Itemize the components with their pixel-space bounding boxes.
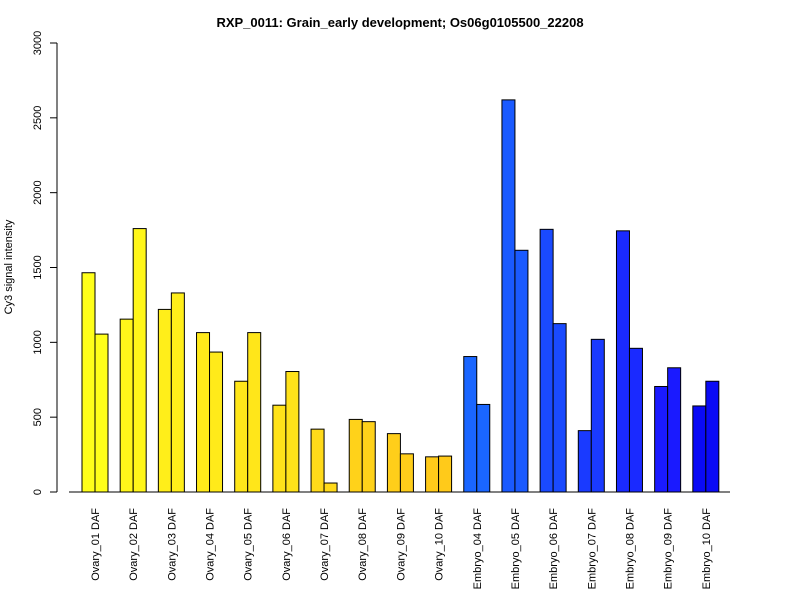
bar-1-ovary-06-daf — [272, 404, 287, 493]
x-tick-label: Embryo_04 DAF — [472, 508, 484, 590]
x-tick-label: Ovary_02 DAF — [128, 508, 140, 581]
x-tick-label: Ovary_09 DAF — [395, 508, 407, 581]
bar-2-embryo-06-daf — [552, 323, 567, 493]
x-tick-label: Embryo_08 DAF — [624, 508, 636, 590]
y-tick-label: 500 — [32, 408, 44, 426]
bar-2-embryo-04-daf — [476, 403, 491, 493]
bar-1-ovary-05-daf — [234, 380, 249, 493]
x-tick-label: Ovary_10 DAF — [434, 508, 446, 581]
x-tick-label: Ovary_01 DAF — [90, 508, 102, 581]
bar-1-ovary-10-daf — [425, 456, 440, 493]
x-tick-label: Ovary_04 DAF — [205, 508, 217, 581]
bar-2-embryo-08-daf — [628, 347, 643, 493]
bar-2-ovary-03-daf — [170, 292, 185, 493]
y-tick-label: 2000 — [32, 180, 44, 204]
x-tick-label: Ovary_08 DAF — [357, 508, 369, 581]
bar-2-ovary-06-daf — [285, 371, 300, 493]
bar-2-ovary-02-daf — [132, 228, 147, 493]
bar-1-ovary-04-daf — [196, 332, 211, 493]
category-labels: Ovary_01 DAF Ovary_02 DAF Ovary_03 DAF Ovar… — [90, 508, 713, 590]
bar-1-ovary-02-daf — [119, 318, 134, 493]
bar-2-embryo-05-daf — [514, 249, 529, 493]
bar-1-ovary-03-daf — [157, 308, 172, 493]
bar-2-ovary-05-daf — [247, 332, 262, 493]
y-tick-label: 0 — [32, 489, 44, 495]
y-tick-label: 3000 — [32, 31, 44, 55]
x-tick-label: Ovary_05 DAF — [243, 508, 255, 581]
bar-1-embryo-06-daf — [539, 228, 554, 493]
x-tick-label: Ovary_03 DAF — [166, 508, 178, 581]
bar-1-embryo-07-daf — [577, 430, 592, 493]
x-tick-label: Embryo_10 DAF — [701, 508, 713, 590]
bar-2-embryo-10-daf — [705, 380, 720, 493]
x-tick-label: Embryo_06 DAF — [548, 508, 560, 590]
x-tick-label: Embryo_05 DAF — [510, 508, 522, 590]
bar-2-ovary-10-daf — [438, 455, 453, 493]
y-axis-label: Cy3 signal intensity — [3, 219, 15, 314]
bar-2-embryo-07-daf — [590, 338, 605, 493]
bar-2-ovary-04-daf — [209, 351, 224, 493]
bar-1-ovary-08-daf — [348, 418, 363, 493]
bar-2-ovary-08-daf — [361, 421, 376, 493]
chart-title: RXP_0011: Grain_early development; Os06g… — [216, 15, 583, 30]
y-tick-label: 1500 — [32, 255, 44, 279]
bar-2-ovary-01-daf — [94, 333, 109, 493]
bar-1-embryo-08-daf — [615, 230, 630, 493]
x-tick-label: Ovary_06 DAF — [281, 508, 293, 581]
bar-1-embryo-10-daf — [692, 405, 707, 493]
bar-1-embryo-05-daf — [501, 99, 516, 493]
bar-2-ovary-07-daf — [323, 482, 338, 493]
bar-2-embryo-09-daf — [667, 367, 682, 493]
x-tick-label: Embryo_07 DAF — [586, 508, 598, 590]
bar-1-ovary-09-daf — [386, 433, 401, 493]
bar-1-ovary-07-daf — [310, 428, 325, 493]
bar-2-ovary-09-daf — [399, 453, 414, 493]
bar-1-ovary-01-daf — [81, 272, 96, 493]
bar-1-embryo-09-daf — [654, 385, 669, 493]
y-tick-label: 1000 — [32, 330, 44, 354]
bars — [81, 99, 720, 493]
y-tick-label: 2500 — [32, 106, 44, 130]
x-tick-label: Ovary_07 DAF — [319, 508, 331, 581]
bar-1-embryo-04-daf — [463, 356, 478, 493]
x-tick-label: Embryo_09 DAF — [663, 508, 675, 590]
